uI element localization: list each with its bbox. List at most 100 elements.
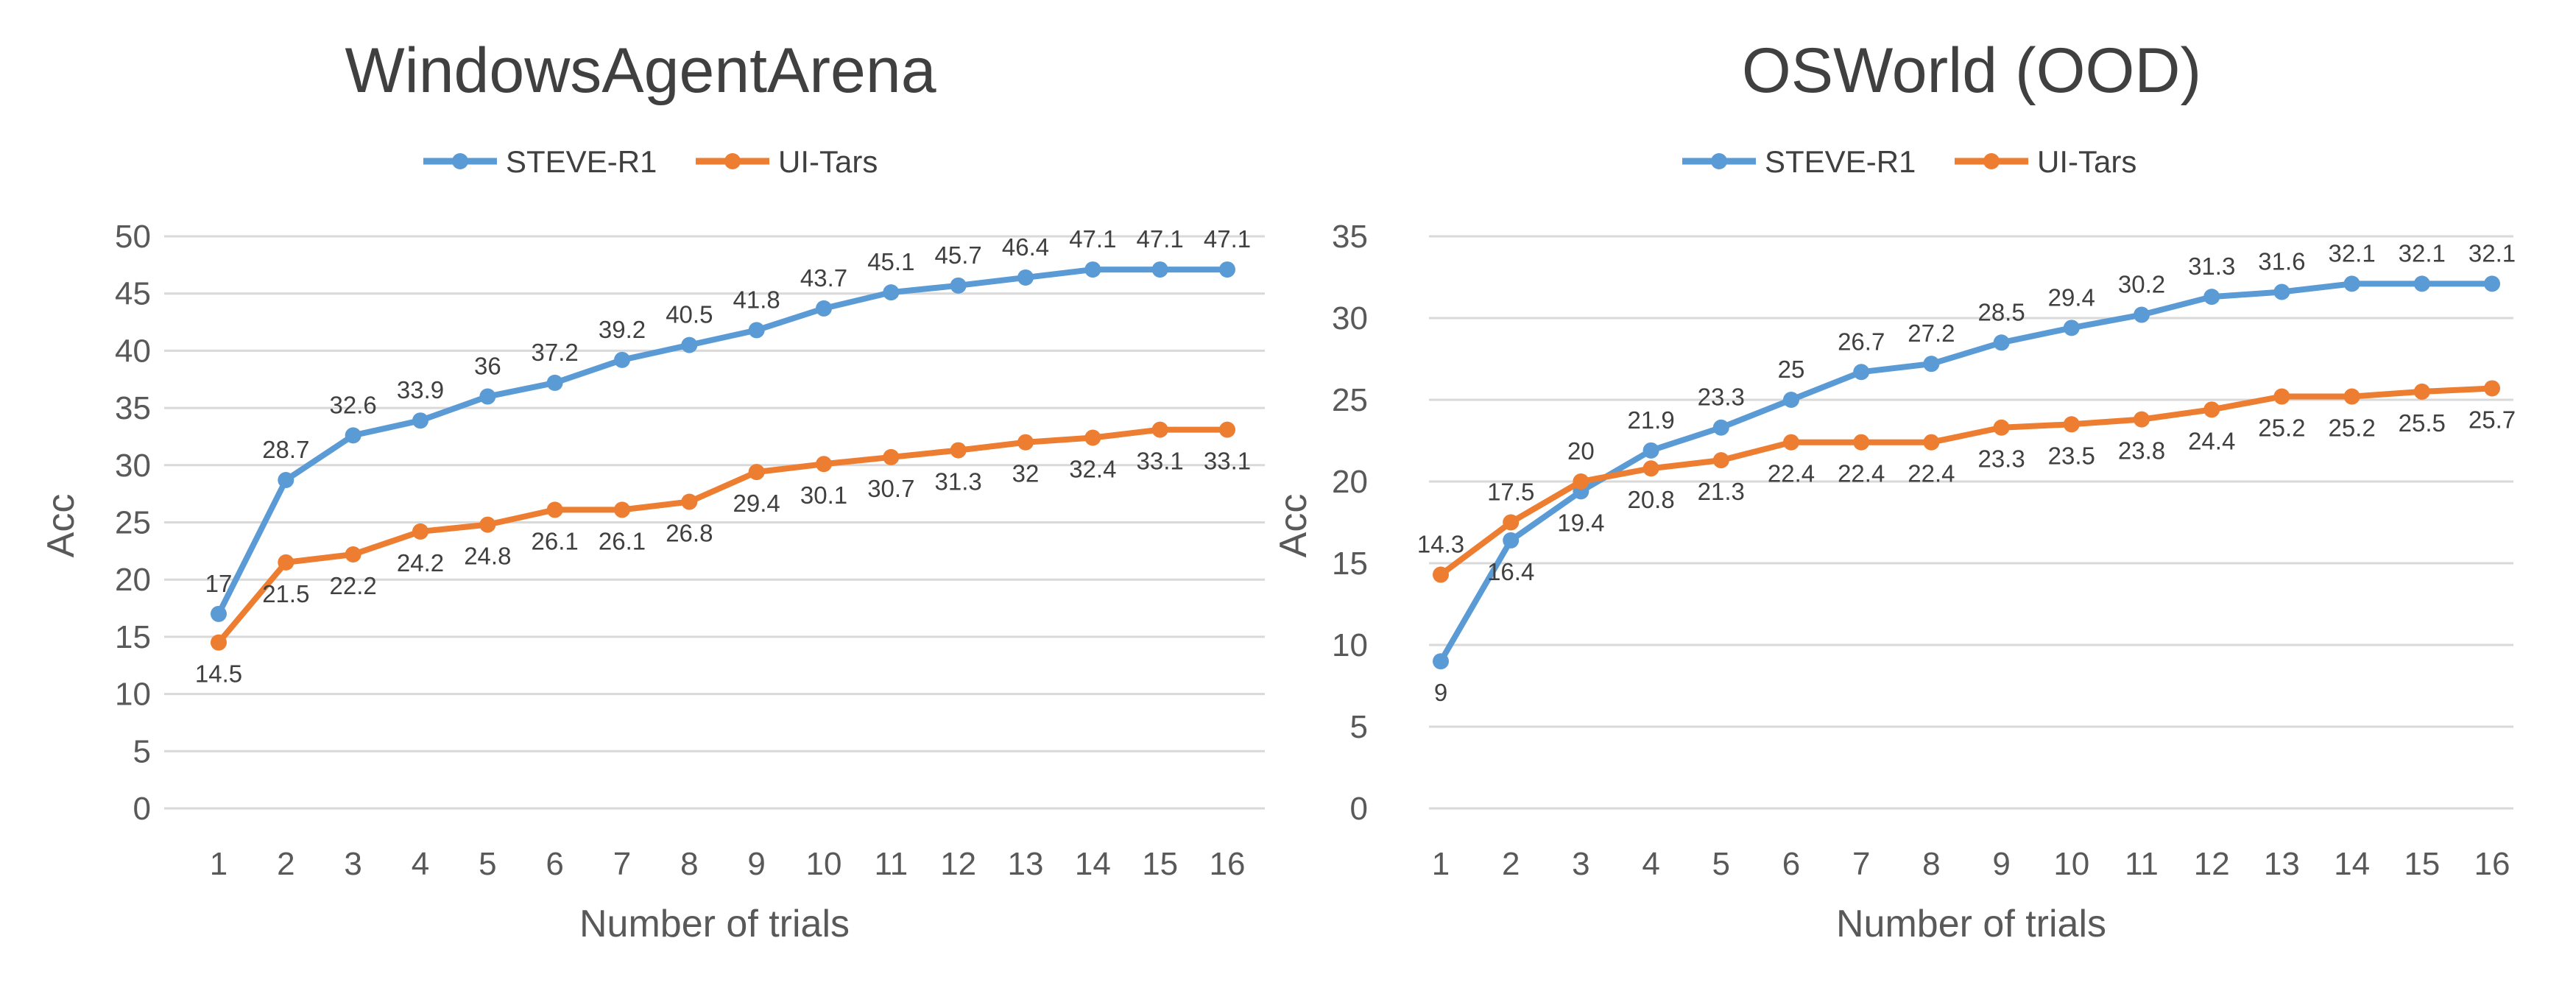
data-label: 19.4 (1557, 509, 1604, 536)
series-ui-tars (211, 421, 1235, 651)
data-point (883, 284, 900, 301)
x-axis-title: Number of trials (579, 903, 850, 945)
data-label: 31.6 (2258, 247, 2305, 275)
data-label: 26.1 (532, 527, 579, 554)
x-tick-label: 5 (479, 846, 496, 882)
data-point (1923, 434, 1940, 451)
data-label: 40.5 (666, 301, 713, 328)
legend-marker (1711, 153, 1727, 169)
data-point (1219, 261, 1235, 278)
data-label: 20 (1567, 437, 1595, 465)
data-label: 30.1 (800, 482, 847, 509)
y-tick-label: 35 (1332, 219, 1368, 255)
legend-item: STEVE-R1 (423, 144, 657, 179)
data-point (614, 351, 630, 368)
data-label: 29.4 (2048, 283, 2095, 311)
x-tick-label: 2 (277, 846, 294, 882)
data-label: 17.5 (1487, 479, 1534, 506)
y-tick-label: 5 (1350, 709, 1368, 745)
chart-title: OSWorld (OOD) (1742, 35, 2201, 106)
data-point (1084, 261, 1101, 278)
x-tick-label: 15 (2404, 846, 2440, 882)
x-tick-label: 5 (1712, 846, 1730, 882)
data-point (2484, 380, 2500, 397)
y-tick-label: 20 (1332, 464, 1368, 500)
series-ui-tars (1433, 380, 2500, 583)
data-label: 45.1 (867, 248, 914, 275)
x-tick-label: 6 (546, 846, 563, 882)
series-steve-r1 (1433, 275, 2500, 670)
data-point (681, 336, 698, 353)
data-point (1503, 532, 1520, 549)
data-label: 32.1 (2399, 239, 2446, 267)
data-point (2134, 306, 2150, 323)
data-point (1642, 460, 1659, 477)
data-point (1433, 653, 1449, 670)
data-label: 23.8 (2118, 437, 2165, 465)
data-label: 33.1 (1204, 448, 1251, 475)
data-label: 14.5 (195, 660, 242, 688)
data-label: 21.5 (262, 580, 309, 607)
data-label: 25.7 (2469, 406, 2516, 433)
data-point (546, 374, 563, 391)
data-point (345, 546, 361, 563)
data-label: 23.3 (1977, 445, 2025, 473)
data-label: 31.3 (935, 468, 982, 496)
x-tick-label: 14 (1075, 846, 1111, 882)
x-tick-label: 4 (1642, 846, 1659, 882)
data-label: 22.2 (330, 572, 377, 599)
data-point (1993, 419, 2010, 436)
y-tick-label: 30 (115, 448, 151, 484)
data-point (1151, 261, 1168, 278)
data-point (816, 300, 832, 317)
data-label: 26.8 (666, 520, 713, 547)
x-tick-label: 4 (412, 846, 429, 882)
legend-item: UI-Tars (696, 144, 878, 179)
data-label: 23.5 (2048, 442, 2095, 469)
data-label: 21.3 (1698, 478, 1745, 505)
data-point (1433, 566, 1449, 583)
x-tick-label: 12 (2194, 846, 2230, 882)
data-label: 25.5 (2399, 409, 2446, 437)
data-label: 24.2 (397, 549, 444, 576)
data-point (748, 464, 765, 481)
x-tick-label: 6 (1782, 846, 1800, 882)
data-label: 31.3 (2188, 253, 2235, 280)
x-tick-label: 13 (2264, 846, 2300, 882)
data-label: 26.1 (599, 527, 646, 554)
data-point (345, 427, 361, 444)
y-tick-label: 30 (1332, 300, 1368, 336)
data-point (1017, 434, 1034, 451)
data-label: 27.2 (1908, 320, 1955, 347)
data-point (278, 472, 294, 489)
data-point (1783, 392, 1799, 408)
data-label: 17 (205, 570, 233, 597)
y-tick-label: 0 (1350, 791, 1368, 827)
x-tick-label: 3 (344, 846, 361, 882)
y-tick-label: 25 (1332, 382, 1368, 418)
series-steve-r1 (211, 261, 1235, 622)
data-label: 33.9 (397, 376, 444, 403)
data-label: 43.7 (800, 264, 847, 292)
x-axis-title: Number of trials (1836, 903, 2106, 945)
x-tick-label: 16 (1210, 846, 1246, 882)
data-label: 24.8 (464, 543, 511, 570)
data-point (950, 442, 967, 459)
data-point (479, 516, 496, 533)
data-point (1017, 269, 1034, 286)
data-point (1503, 514, 1520, 531)
data-label: 22.4 (1838, 460, 1885, 487)
legend-item: STEVE-R1 (1682, 144, 1916, 179)
data-point (2343, 275, 2360, 292)
data-point (816, 456, 832, 473)
y-tick-label: 40 (115, 333, 151, 369)
data-label: 21.9 (1627, 406, 1674, 434)
data-label: 32.1 (2328, 239, 2375, 267)
x-tick-label: 9 (747, 846, 765, 882)
x-tick-label: 8 (1922, 846, 1940, 882)
data-point (546, 501, 563, 518)
y-axis-title: Acc (40, 494, 82, 558)
y-tick-label: 10 (115, 677, 151, 713)
data-point (1151, 421, 1168, 438)
x-tick-label: 8 (680, 846, 698, 882)
